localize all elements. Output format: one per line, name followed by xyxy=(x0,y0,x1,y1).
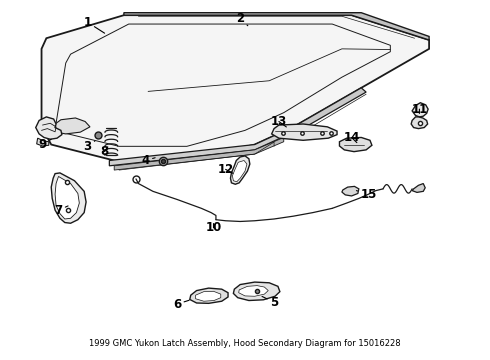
Text: 7: 7 xyxy=(54,204,68,217)
Polygon shape xyxy=(232,161,247,182)
Polygon shape xyxy=(51,118,90,134)
Polygon shape xyxy=(342,186,359,196)
Polygon shape xyxy=(412,184,425,192)
Text: 5: 5 xyxy=(262,296,278,309)
Polygon shape xyxy=(271,124,337,140)
Polygon shape xyxy=(51,173,86,223)
Text: 11: 11 xyxy=(411,103,427,116)
Text: 1999 GMC Yukon Latch Assembly, Hood Secondary Diagram for 15016228: 1999 GMC Yukon Latch Assembly, Hood Seco… xyxy=(89,339,401,348)
Polygon shape xyxy=(36,117,62,139)
Polygon shape xyxy=(230,156,250,184)
Polygon shape xyxy=(412,103,428,117)
Text: 14: 14 xyxy=(343,131,360,144)
Polygon shape xyxy=(114,138,284,170)
Polygon shape xyxy=(37,138,49,146)
Polygon shape xyxy=(340,138,372,152)
Polygon shape xyxy=(294,88,366,131)
Polygon shape xyxy=(239,285,268,296)
Text: 6: 6 xyxy=(173,298,189,311)
Text: 15: 15 xyxy=(356,188,377,201)
Polygon shape xyxy=(42,15,429,161)
Polygon shape xyxy=(109,127,294,166)
Text: 9: 9 xyxy=(39,138,51,151)
Polygon shape xyxy=(190,288,228,303)
Polygon shape xyxy=(411,117,428,129)
Text: 4: 4 xyxy=(142,154,155,167)
Text: 1: 1 xyxy=(83,16,104,33)
Polygon shape xyxy=(124,13,429,40)
Text: 8: 8 xyxy=(100,145,109,158)
Polygon shape xyxy=(196,291,221,301)
Text: 2: 2 xyxy=(236,12,248,26)
Polygon shape xyxy=(55,176,79,219)
Polygon shape xyxy=(233,282,280,301)
Text: 3: 3 xyxy=(83,140,95,153)
Text: 10: 10 xyxy=(205,221,221,234)
Text: 12: 12 xyxy=(218,163,234,176)
Text: 13: 13 xyxy=(271,115,287,128)
